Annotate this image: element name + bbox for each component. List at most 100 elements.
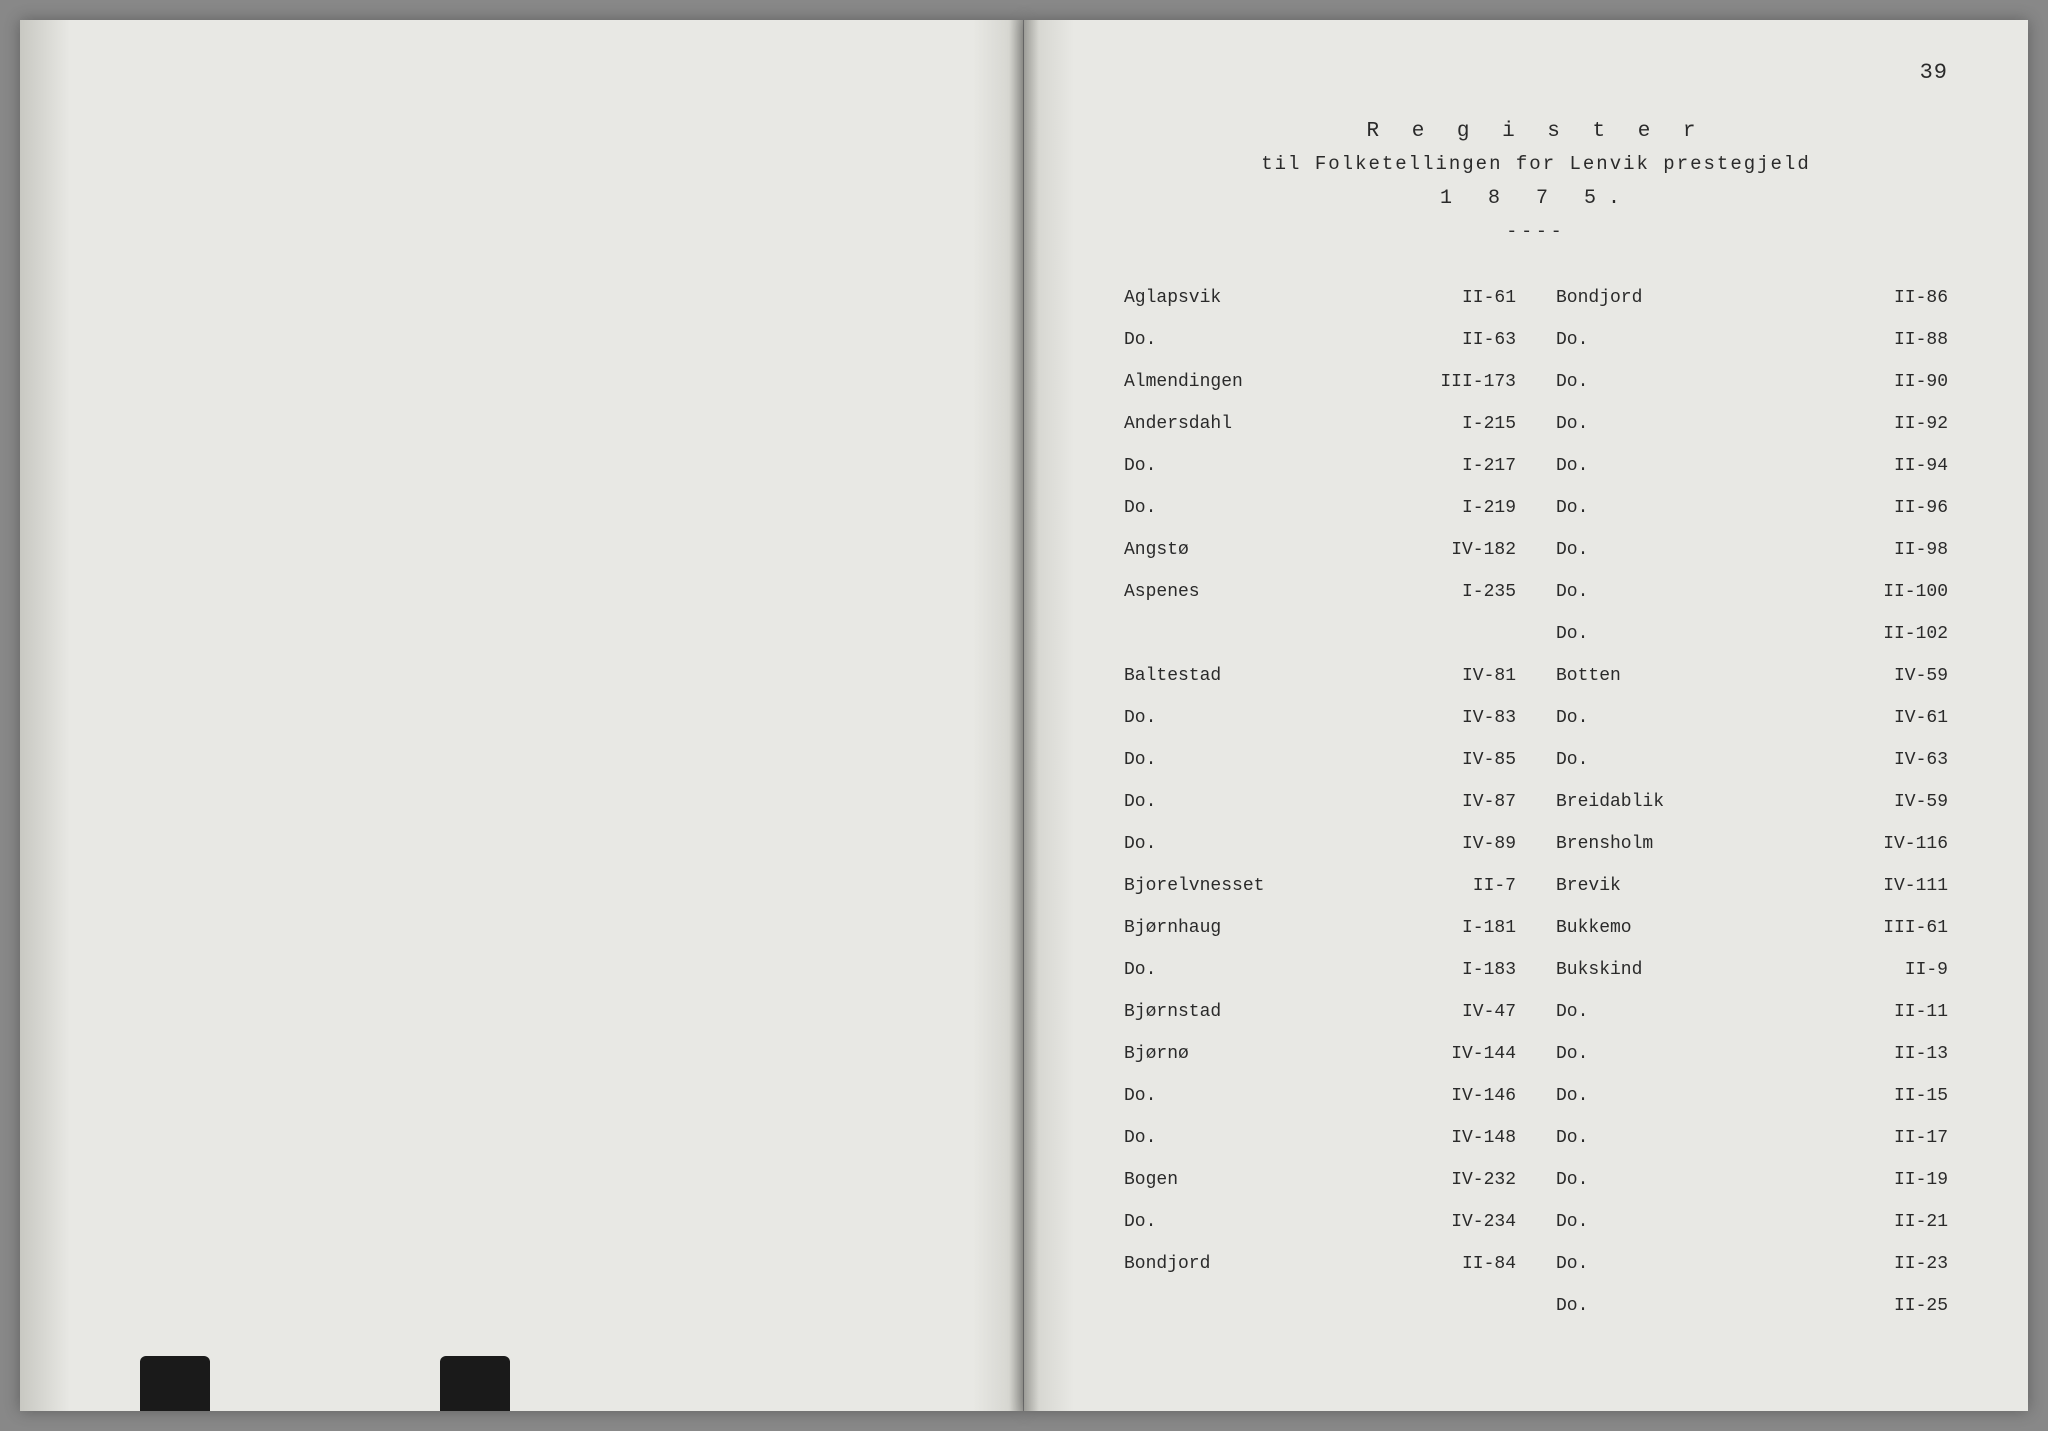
register-entry: Do.IV-63	[1556, 739, 1948, 781]
register-entry: Do.IV-148	[1124, 1117, 1516, 1159]
register-divider: ----	[1104, 222, 1968, 242]
register-entry: Do.IV-87	[1124, 781, 1516, 823]
register-entry: Do.II-13	[1556, 1033, 1948, 1075]
entry-reference: IV-148	[1416, 1117, 1516, 1159]
register-entry: Do.II-98	[1556, 529, 1948, 571]
entry-reference: II-92	[1848, 403, 1948, 445]
entry-reference: III-61	[1848, 907, 1948, 949]
entry-reference: IV-83	[1416, 697, 1516, 739]
register-entry: BjørnøIV-144	[1124, 1033, 1516, 1075]
entry-reference: IV-87	[1416, 781, 1516, 823]
register-entry: Do.II-90	[1556, 361, 1948, 403]
entry-place: Do.	[1124, 739, 1416, 781]
left-page	[20, 20, 1024, 1411]
entry-reference: II-9	[1848, 949, 1948, 991]
entry-place: Do.	[1556, 1117, 1848, 1159]
entry-reference: II-102	[1848, 613, 1948, 655]
entry-reference: IV-47	[1416, 991, 1516, 1033]
entry-reference: IV-63	[1848, 739, 1948, 781]
entry-reference: IV-144	[1416, 1033, 1516, 1075]
entry-reference: II-61	[1416, 277, 1516, 319]
register-entry: Do.I-219	[1124, 487, 1516, 529]
register-entry: AndersdahlI-215	[1124, 403, 1516, 445]
register-entry: Do.II-11	[1556, 991, 1948, 1033]
entry-reference: II-98	[1848, 529, 1948, 571]
register-subtitle: til Folketellingen for Lenvik prestegjel…	[1104, 153, 1968, 175]
register-entry: Do.IV-61	[1556, 697, 1948, 739]
entry-place: Do.	[1556, 403, 1848, 445]
register-entry: Do.IV-234	[1124, 1201, 1516, 1243]
register-entry: BrensholmIV-116	[1556, 823, 1948, 865]
register-entry: Do.II-92	[1556, 403, 1948, 445]
register-entry: Do.II-88	[1556, 319, 1948, 361]
register-entry: Do.II-23	[1556, 1243, 1948, 1285]
book-spread: 39 R e g i s t e r til Folketellingen fo…	[20, 20, 2028, 1411]
clip-left	[140, 1356, 210, 1411]
entry-place: Bukkemo	[1556, 907, 1848, 949]
entry-place: Do.	[1124, 949, 1416, 991]
entry-place: Do.	[1124, 697, 1416, 739]
entry-place: Do.	[1556, 529, 1848, 571]
register-body: AglapsvikII-61Do.II-63AlmendingenIII-173…	[1104, 277, 1968, 1327]
entry-place: Do.	[1124, 1201, 1416, 1243]
register-entry: Do.II-25	[1556, 1285, 1948, 1327]
register-title: R e g i s t e r	[1104, 120, 1968, 143]
entry-place: Bondjord	[1556, 277, 1848, 319]
entry-reference: I-219	[1416, 487, 1516, 529]
entry-place: Do.	[1556, 1033, 1848, 1075]
entry-place: Bogen	[1124, 1159, 1416, 1201]
entry-place: Bondjord	[1124, 1243, 1416, 1285]
register-entry: BrevikIV-111	[1556, 865, 1948, 907]
entry-reference: IV-81	[1416, 655, 1516, 697]
register-entry: Do.II-63	[1124, 319, 1516, 361]
entry-place: Do.	[1556, 487, 1848, 529]
entry-place: Do.	[1556, 571, 1848, 613]
register-entry: Do.II-19	[1556, 1159, 1948, 1201]
entry-place: Do.	[1124, 823, 1416, 865]
entry-place: Do.	[1124, 1075, 1416, 1117]
entry-reference: IV-232	[1416, 1159, 1516, 1201]
register-year: 1 8 7 5.	[1104, 187, 1968, 210]
register-entry: BjørnstadIV-47	[1124, 991, 1516, 1033]
entry-place: Brevik	[1556, 865, 1848, 907]
register-header: R e g i s t e r til Folketellingen for L…	[1104, 120, 1968, 242]
register-entry	[1124, 613, 1516, 655]
entry-reference: II-19	[1848, 1159, 1948, 1201]
entry-reference: II-86	[1848, 277, 1948, 319]
spine-edge	[20, 20, 70, 1411]
register-entry: BjørnhaugI-181	[1124, 907, 1516, 949]
register-entry: BaltestadIV-81	[1124, 655, 1516, 697]
register-entry: Do.II-15	[1556, 1075, 1948, 1117]
entry-place: Do.	[1556, 1285, 1848, 1327]
entry-reference: I-215	[1416, 403, 1516, 445]
entry-reference: II-88	[1848, 319, 1948, 361]
register-entry: AngstøIV-182	[1124, 529, 1516, 571]
register-entry: Do.II-17	[1556, 1117, 1948, 1159]
entry-reference: II-63	[1416, 319, 1516, 361]
entry-reference: IV-85	[1416, 739, 1516, 781]
entry-place: Angstø	[1124, 529, 1416, 571]
register-entry: BreidablikIV-59	[1556, 781, 1948, 823]
entry-place: Do.	[1124, 319, 1416, 361]
register-entry: Do.II-21	[1556, 1201, 1948, 1243]
entry-place: Do.	[1556, 319, 1848, 361]
register-entry: BondjordII-84	[1124, 1243, 1516, 1285]
register-entry: Do.I-217	[1124, 445, 1516, 487]
register-entry: BogenIV-232	[1124, 1159, 1516, 1201]
register-entry: Do.IV-146	[1124, 1075, 1516, 1117]
entry-place: Do.	[1556, 1075, 1848, 1117]
entry-reference: III-173	[1416, 361, 1516, 403]
entry-reference: II-13	[1848, 1033, 1948, 1075]
entry-reference: II-25	[1848, 1285, 1948, 1327]
entry-place: Aspenes	[1124, 571, 1416, 613]
entry-place: Do.	[1124, 1117, 1416, 1159]
register-entry: Do.II-100	[1556, 571, 1948, 613]
register-entry: AspenesI-235	[1124, 571, 1516, 613]
entry-place: Do.	[1556, 1243, 1848, 1285]
entry-place: Bukskind	[1556, 949, 1848, 991]
entry-reference: I-235	[1416, 571, 1516, 613]
register-column-left: AglapsvikII-61Do.II-63AlmendingenIII-173…	[1124, 277, 1516, 1327]
entry-reference: IV-59	[1848, 781, 1948, 823]
entry-reference: II-96	[1848, 487, 1948, 529]
entry-reference: IV-59	[1848, 655, 1948, 697]
